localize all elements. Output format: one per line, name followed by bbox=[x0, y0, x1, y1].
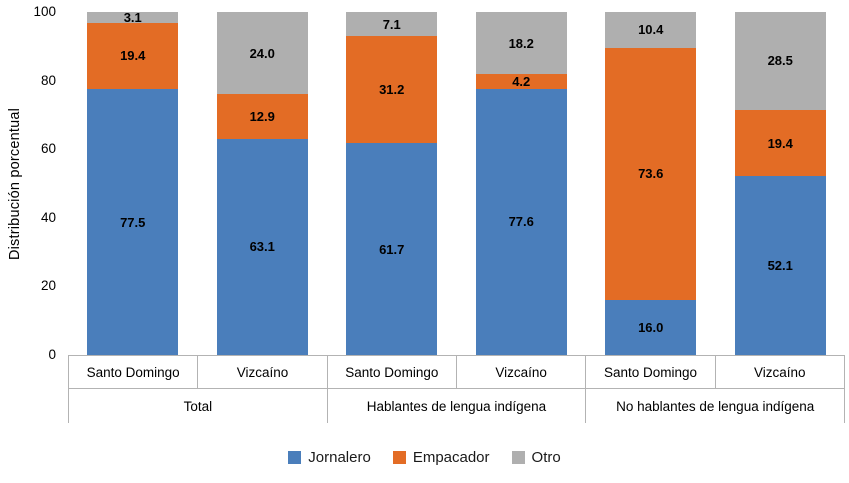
axis-row-locations: Santo Domingo Vizcaíno Santo Domingo Vizcaí… bbox=[68, 355, 845, 389]
bar-segment-otro: 18.2 bbox=[475, 12, 567, 75]
bar-segment-otro: 10.4 bbox=[605, 12, 697, 48]
bar-slot: 10.4 73.6 16.0 bbox=[586, 12, 716, 355]
data-label: 19.4 bbox=[120, 48, 146, 64]
axis-label-group: No hablantes de lengua indígena bbox=[585, 389, 846, 423]
axis-label-location: Vizcaíno bbox=[197, 355, 327, 389]
bar-segment-jornalero: 16.0 bbox=[605, 300, 697, 355]
bar-slot: 7.1 31.2 61.7 bbox=[327, 12, 457, 355]
bar-group: 10.4 73.6 16.0 28.5 19.4 52.1 bbox=[586, 12, 845, 355]
axis-label-group: Total bbox=[68, 389, 327, 423]
bar-group: 7.1 31.2 61.7 18.2 4.2 77.6 bbox=[327, 12, 586, 355]
bar-segment-empacador: 12.9 bbox=[216, 94, 308, 139]
axis-label-location: Santo Domingo bbox=[326, 355, 456, 389]
category-axis: Santo Domingo Vizcaíno Santo Domingo Vizcaí… bbox=[68, 355, 846, 423]
bar-slot: 18.2 4.2 77.6 bbox=[457, 12, 587, 355]
y-tick-label: 20 bbox=[40, 278, 56, 294]
axis-label-group: Hablantes de lengua indígena bbox=[326, 389, 586, 423]
bar-segment-jornalero: 77.6 bbox=[475, 88, 567, 355]
bar-segment-empacador: 73.6 bbox=[605, 47, 697, 301]
bar-segment-empacador: 31.2 bbox=[346, 36, 438, 144]
bar-segment-empacador: 19.4 bbox=[87, 22, 179, 90]
y-tick-label: 60 bbox=[40, 141, 56, 157]
bar-segment-otro: 28.5 bbox=[734, 12, 826, 110]
data-label: 61.7 bbox=[379, 241, 405, 257]
legend-label: Otro bbox=[531, 449, 561, 466]
data-label: 10.4 bbox=[638, 22, 664, 38]
bar-segment-jornalero: 63.1 bbox=[216, 138, 308, 355]
bar-slot: 3.1 19.4 77.5 bbox=[68, 9, 198, 355]
stacked-bar: 10.4 73.6 16.0 bbox=[605, 12, 697, 355]
data-label: 7.1 bbox=[382, 16, 401, 32]
bar-segment-jornalero: 52.1 bbox=[734, 176, 826, 355]
y-tick-label: 0 bbox=[48, 347, 56, 362]
legend: Jornalero Empacador Otro bbox=[0, 449, 849, 466]
legend-item-jornalero: Jornalero bbox=[288, 449, 371, 466]
bar-segment-jornalero: 61.7 bbox=[346, 143, 438, 355]
legend-label: Empacador bbox=[412, 449, 490, 466]
bar-segment-otro: 7.1 bbox=[346, 12, 438, 37]
stacked-bar: 3.1 19.4 77.5 bbox=[87, 9, 179, 355]
stacked-bar: 24.0 12.9 63.1 bbox=[216, 12, 308, 355]
y-axis-ticks: 0 20 40 60 80 100 bbox=[0, 0, 56, 375]
data-label: 18.2 bbox=[508, 35, 534, 51]
data-label: 4.2 bbox=[512, 74, 531, 90]
y-tick-label: 40 bbox=[40, 209, 56, 225]
stacked-bar: 7.1 31.2 61.7 bbox=[346, 12, 438, 355]
plot-area: 3.1 19.4 77.5 24.0 12.9 63.1 7.1 31.2 61.7 18.2 4.… bbox=[68, 9, 845, 355]
legend-label: Jornalero bbox=[308, 449, 371, 466]
stacked-bar: 18.2 4.2 77.6 bbox=[475, 12, 567, 355]
bar-segment-jornalero: 77.5 bbox=[87, 89, 179, 355]
legend-item-otro: Otro bbox=[511, 449, 561, 466]
data-label: 3.1 bbox=[123, 9, 142, 25]
y-tick-label: 100 bbox=[33, 4, 56, 19]
bar-segment-empacador: 19.4 bbox=[734, 109, 826, 177]
y-tick-label: 80 bbox=[40, 72, 56, 88]
data-label: 77.6 bbox=[508, 214, 534, 230]
bar-group: 3.1 19.4 77.5 24.0 12.9 63.1 bbox=[68, 9, 328, 355]
bar-segment-empacador: 4.2 bbox=[475, 74, 567, 90]
legend-item-empacador: Empacador bbox=[392, 449, 490, 466]
data-label: 28.5 bbox=[767, 53, 793, 69]
data-label: 52.1 bbox=[767, 258, 793, 274]
axis-label-location: Vizcaíno bbox=[714, 355, 845, 389]
legend-swatch-otro bbox=[511, 451, 525, 464]
data-label: 63.1 bbox=[249, 239, 275, 255]
axis-label-location: Vizcaíno bbox=[455, 355, 586, 389]
data-label: 31.2 bbox=[379, 82, 405, 98]
axis-row-groups: Total Hablantes de lengua indígena No habl… bbox=[68, 389, 846, 423]
bar-slot: 28.5 19.4 52.1 bbox=[716, 12, 846, 355]
axis-label-location: Santo Domingo bbox=[68, 355, 198, 389]
data-label: 73.6 bbox=[638, 166, 664, 182]
stacked-bar: 28.5 19.4 52.1 bbox=[734, 12, 826, 355]
data-label: 16.0 bbox=[638, 320, 664, 336]
bar-segment-otro: 24.0 bbox=[216, 12, 308, 95]
bar-slot: 24.0 12.9 63.1 bbox=[198, 12, 328, 355]
data-label: 19.4 bbox=[767, 135, 793, 151]
bar-segment-otro: 3.1 bbox=[87, 9, 179, 25]
data-label: 12.9 bbox=[249, 108, 275, 124]
legend-swatch-empacador bbox=[392, 451, 406, 464]
axis-label-location: Santo Domingo bbox=[585, 355, 715, 389]
data-label: 24.0 bbox=[249, 45, 275, 61]
legend-swatch-jornalero bbox=[288, 451, 302, 464]
data-label: 77.5 bbox=[120, 214, 146, 230]
